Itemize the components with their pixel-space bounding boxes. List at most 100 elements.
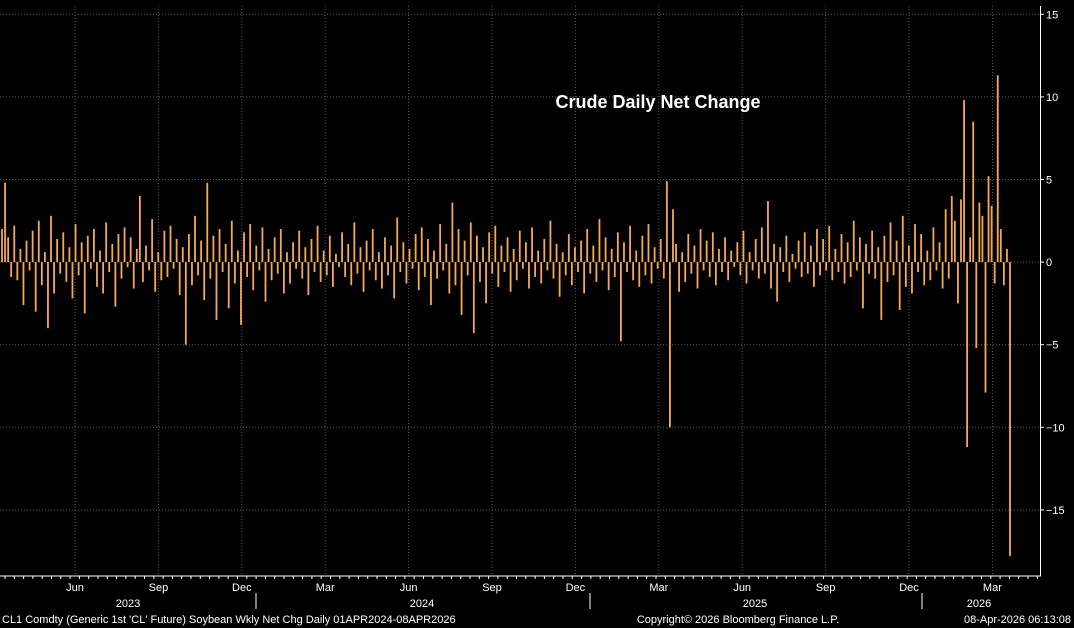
y-tick-label: −15 bbox=[1046, 505, 1065, 517]
bar bbox=[837, 262, 840, 272]
bar bbox=[203, 262, 206, 301]
bar bbox=[981, 215, 984, 263]
bar bbox=[439, 224, 442, 263]
bar bbox=[696, 262, 699, 289]
bar bbox=[567, 234, 570, 263]
bar bbox=[335, 253, 337, 263]
bar bbox=[356, 262, 359, 274]
bar bbox=[71, 262, 74, 299]
x-tick-label: Sep bbox=[149, 582, 169, 594]
year-label: 2026 bbox=[967, 598, 991, 610]
bar bbox=[56, 238, 59, 263]
bar bbox=[218, 229, 221, 263]
bar bbox=[840, 234, 843, 263]
bar bbox=[59, 262, 62, 274]
bar bbox=[255, 245, 258, 263]
bar bbox=[135, 248, 138, 263]
y-tick-label: 10 bbox=[1046, 92, 1058, 104]
bar bbox=[117, 234, 120, 263]
bar bbox=[534, 262, 537, 277]
bar bbox=[589, 262, 592, 274]
bar bbox=[384, 237, 386, 263]
bar bbox=[249, 224, 252, 263]
bar bbox=[760, 227, 763, 263]
bar bbox=[145, 245, 147, 263]
bar bbox=[751, 262, 754, 271]
bar bbox=[187, 234, 190, 263]
x-tick-label: Jun bbox=[400, 582, 418, 594]
bar bbox=[77, 262, 80, 276]
bar bbox=[494, 225, 497, 263]
bar bbox=[62, 232, 65, 263]
bar bbox=[163, 230, 166, 263]
bar bbox=[102, 262, 105, 294]
bar bbox=[754, 238, 757, 263]
bar bbox=[623, 242, 625, 263]
bar bbox=[420, 227, 423, 263]
bar bbox=[1009, 262, 1011, 557]
bar bbox=[598, 219, 601, 263]
bar bbox=[515, 262, 518, 281]
bar bbox=[184, 262, 187, 345]
bar bbox=[390, 245, 393, 263]
bar bbox=[310, 238, 313, 263]
bar bbox=[871, 230, 874, 263]
bar bbox=[889, 222, 892, 263]
bar bbox=[230, 220, 233, 263]
bar bbox=[846, 242, 849, 263]
bar bbox=[368, 262, 371, 271]
x-tick-label: Sep bbox=[816, 582, 836, 594]
bar bbox=[932, 227, 935, 263]
bar bbox=[279, 229, 282, 263]
bar bbox=[855, 262, 858, 271]
bar bbox=[411, 262, 414, 269]
bar bbox=[454, 262, 457, 286]
bar bbox=[724, 237, 726, 263]
bar-series bbox=[1, 75, 1011, 557]
bar bbox=[129, 237, 132, 263]
bar bbox=[267, 248, 270, 263]
bar bbox=[586, 229, 589, 263]
bar bbox=[549, 220, 552, 263]
bar bbox=[653, 247, 656, 263]
bar bbox=[718, 248, 720, 263]
bar bbox=[347, 243, 350, 263]
bar bbox=[86, 235, 89, 263]
bar bbox=[730, 250, 733, 263]
bar bbox=[607, 262, 610, 291]
bar bbox=[638, 262, 641, 287]
bar bbox=[96, 262, 98, 287]
bar bbox=[381, 262, 383, 289]
bar bbox=[497, 262, 500, 287]
bar bbox=[488, 232, 491, 263]
bar bbox=[353, 222, 356, 263]
bar bbox=[978, 202, 981, 263]
bar bbox=[531, 227, 533, 263]
bar bbox=[819, 262, 821, 276]
bar bbox=[500, 245, 503, 263]
bar bbox=[773, 243, 775, 263]
bar bbox=[926, 250, 929, 263]
bar bbox=[209, 262, 212, 279]
bar bbox=[914, 224, 916, 263]
bar bbox=[282, 262, 285, 294]
bar bbox=[984, 262, 987, 393]
bar bbox=[47, 262, 49, 329]
bar bbox=[212, 235, 215, 263]
bar bbox=[301, 262, 304, 279]
bar bbox=[408, 248, 411, 263]
bar bbox=[460, 262, 463, 315]
bar bbox=[197, 262, 199, 276]
bar bbox=[665, 181, 668, 263]
bar bbox=[304, 247, 307, 263]
bar bbox=[543, 238, 546, 263]
footer-timestamp: 08-Apr-2026 06:13:08 bbox=[964, 614, 1071, 626]
bar bbox=[960, 199, 962, 263]
bar bbox=[93, 229, 95, 263]
bar bbox=[929, 262, 932, 281]
bar bbox=[699, 229, 702, 263]
bar bbox=[831, 262, 834, 281]
bar bbox=[34, 262, 37, 312]
bar bbox=[552, 262, 555, 279]
